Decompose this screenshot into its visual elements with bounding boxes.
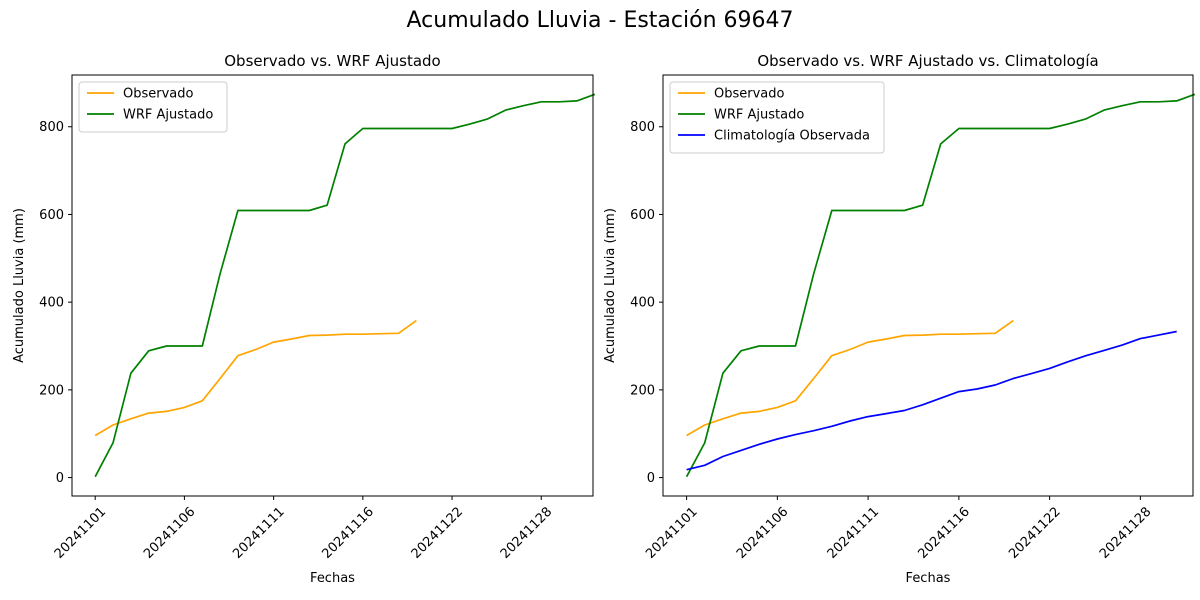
y-tick-label: 200 [39, 383, 64, 398]
y-tick-label: 400 [630, 296, 655, 311]
legend: Observado WRF Ajustado [78, 81, 228, 133]
x-tick-label: 20241106 [734, 504, 791, 561]
series-line-climatolog-a-observada [686, 330, 1177, 471]
legend: Observado WRF Ajustado Climatología Observ… [669, 81, 885, 154]
x-tick-label: 20241101 [643, 504, 700, 561]
legend-box [78, 81, 228, 133]
y-axis-label: Acumulado Lluvia (mm) [12, 208, 27, 363]
series-line-observado [94, 319, 417, 437]
plot-frame [71, 74, 594, 497]
x-tick-label: 20241111 [825, 504, 882, 561]
y-tick-label: 800 [39, 120, 64, 135]
x-tick-label: 20241116 [319, 504, 376, 561]
y-axis-label: Acumulado Lluvia (mm) [603, 208, 618, 363]
series-line-wrf-ajustado [685, 93, 1196, 478]
y-tick-label: 800 [630, 120, 655, 135]
figure-title: Acumulado Lluvia - Estación 69647 [406, 8, 794, 33]
legend-entry: Observado [714, 87, 785, 102]
series-line-wrf-ajustado [94, 93, 596, 478]
y-tick-label: 0 [647, 471, 655, 486]
x-tick-label: 20241111 [230, 504, 287, 561]
y-tick-label: 0 [56, 471, 64, 486]
x-tick-label: 20241101 [52, 504, 109, 561]
x-axis-label: Fechas [906, 571, 951, 586]
y-tick-label: 200 [630, 383, 655, 398]
legend-entry: WRF Ajustado [123, 108, 213, 123]
x-tick-label: 20241128 [1097, 504, 1154, 561]
y-tick-label: 600 [39, 208, 64, 223]
chart-panel-1: Observado vs. WRF Ajustado 0 200 400 600 800 2… [12, 52, 596, 586]
legend-entry: Climatología Observada [714, 129, 870, 144]
y-tick-label: 600 [630, 208, 655, 223]
x-tick-label: 20241122 [1006, 504, 1063, 561]
x-tick-label: 20241122 [409, 504, 466, 561]
chart-panel-2: Observado vs. WRF Ajustado vs. Climatolo… [603, 52, 1196, 586]
x-tick-label: 20241106 [141, 504, 198, 561]
legend-entry: Observado [123, 87, 194, 102]
series-line-observado [686, 319, 1014, 437]
chart-title: Observado vs. WRF Ajustado [224, 52, 440, 70]
x-tick-label: 20241116 [916, 504, 973, 561]
y-tick-label: 400 [39, 296, 64, 311]
plot-frame [662, 74, 1194, 497]
legend-box [669, 81, 885, 154]
x-axis-label: Fechas [310, 571, 355, 586]
chart-title: Observado vs. WRF Ajustado vs. Climatolo… [757, 52, 1098, 70]
legend-entry: WRF Ajustado [714, 108, 804, 123]
x-tick-label: 20241128 [498, 504, 555, 561]
